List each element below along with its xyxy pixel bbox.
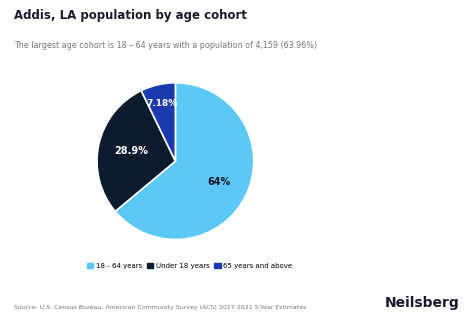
Legend: 18 - 64 years, Under 18 years, 65 years and above: 18 - 64 years, Under 18 years, 65 years …	[84, 260, 295, 271]
Text: Addis, LA population by age cohort: Addis, LA population by age cohort	[14, 9, 247, 22]
Text: 64%: 64%	[208, 177, 231, 187]
Text: 7.18%: 7.18%	[146, 99, 178, 107]
Text: 28.9%: 28.9%	[114, 147, 148, 156]
Text: The largest age cohort is 18 – 64 years with a population of 4,159 (63.96%): The largest age cohort is 18 – 64 years …	[14, 41, 318, 50]
Wedge shape	[115, 83, 254, 240]
Text: Source: U.S. Census Bureau, American Community Survey (ACS) 2017-2021 5-Year Est: Source: U.S. Census Bureau, American Com…	[14, 305, 307, 310]
Wedge shape	[141, 83, 175, 161]
Text: Neilsberg: Neilsberg	[385, 296, 460, 310]
Wedge shape	[97, 91, 175, 211]
